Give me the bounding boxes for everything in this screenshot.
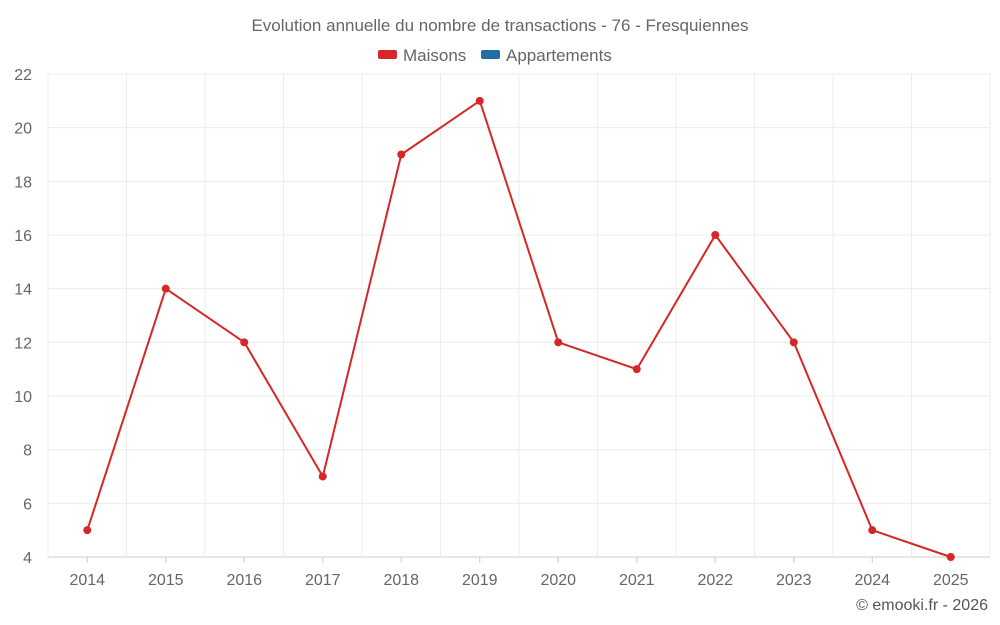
x-tick-label: 2015 — [148, 572, 184, 589]
x-axis: 2014 2015 2016 2017 2018 2019 2020 2021 2022 2023… — [69, 557, 969, 589]
data-point-2016[interactable] — [240, 338, 249, 347]
legend-label-maisons: Maisons — [403, 46, 466, 65]
x-tick-label: 2024 — [854, 572, 890, 589]
series-line-maisons — [86, 99, 952, 558]
y-tick-label: 6 — [23, 496, 32, 513]
y-tick-label: 10 — [14, 389, 32, 406]
x-tick-label: 2025 — [933, 572, 969, 589]
chart-title: Evolution annuelle du nombre de transact… — [251, 16, 748, 35]
series-maisons — [83, 96, 955, 561]
data-point-2022[interactable] — [711, 231, 720, 239]
y-tick-label: 4 — [23, 550, 32, 567]
data-point-2024[interactable] — [868, 526, 877, 535]
data-point-2017[interactable] — [318, 472, 327, 481]
data-point-2020[interactable] — [554, 338, 563, 347]
grid — [47, 73, 991, 558]
x-tick-label: 2023 — [776, 572, 812, 589]
y-tick-label: 18 — [14, 174, 32, 191]
y-tick-label: 16 — [14, 228, 32, 245]
x-tick-label: 2020 — [540, 572, 576, 589]
legend-swatch-appartements — [481, 50, 500, 59]
y-tick-label: 20 — [14, 121, 32, 138]
credit-text: © emooki.fr - 2026 — [856, 597, 988, 614]
data-point-2014[interactable] — [83, 526, 92, 535]
legend: Maisons Appartements — [378, 46, 612, 65]
x-tick-label: 2016 — [226, 572, 262, 589]
x-tick-label: 2014 — [69, 572, 105, 589]
y-tick-label: 14 — [14, 282, 32, 299]
y-tick-label: 8 — [23, 443, 32, 460]
x-tick-label: 2019 — [462, 572, 498, 589]
y-tick-label: 12 — [14, 335, 32, 352]
y-tick-label: 22 — [14, 67, 32, 84]
legend-item-maisons[interactable]: Maisons — [378, 46, 466, 65]
data-point-2015[interactable] — [161, 284, 170, 293]
data-point-2025[interactable] — [946, 553, 955, 561]
legend-label-appartements: Appartements — [506, 46, 612, 65]
x-tick-label: 2018 — [383, 572, 419, 589]
data-point-2023[interactable] — [789, 338, 798, 347]
data-point-2018[interactable] — [397, 150, 406, 159]
x-tick-label: 2017 — [305, 572, 341, 589]
y-axis: 4 6 8 10 12 14 16 18 20 22 — [14, 67, 32, 567]
x-tick-label: 2022 — [697, 572, 733, 589]
data-point-2019[interactable] — [475, 96, 484, 105]
legend-swatch-maisons — [378, 50, 397, 59]
legend-item-appartements[interactable]: Appartements — [481, 46, 612, 65]
data-point-2021[interactable] — [632, 365, 641, 374]
x-tick-label: 2021 — [619, 572, 655, 589]
